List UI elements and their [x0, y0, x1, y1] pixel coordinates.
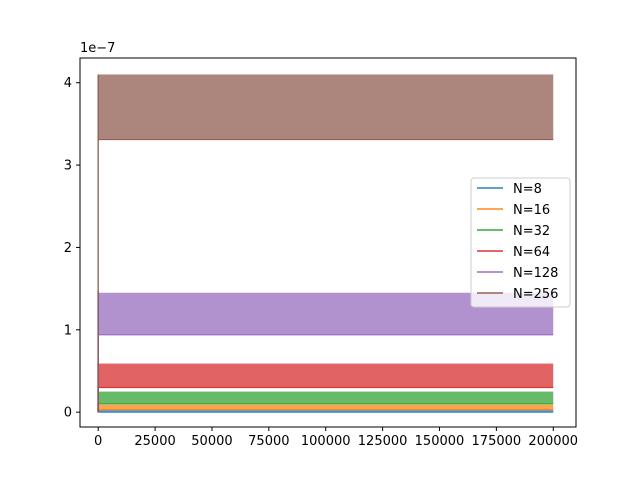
y-tick-label: 3	[64, 159, 72, 174]
x-tick-label: 75000	[248, 434, 289, 449]
legend-label: N=256	[513, 287, 558, 302]
x-tick-label: 200000	[528, 434, 578, 449]
legend-item[interactable]: N=32	[477, 224, 550, 239]
series-band	[98, 363, 554, 388]
legend-item[interactable]: N=64	[477, 245, 550, 260]
legend-item[interactable]: N=16	[477, 203, 550, 218]
legend-label: N=8	[513, 182, 542, 197]
legend-item[interactable]: N=128	[477, 266, 558, 281]
x-tick-label: 50000	[191, 434, 232, 449]
legend-label: N=32	[513, 224, 550, 239]
series-band	[98, 409, 554, 413]
y-axis: 0 1 2 3 4	[64, 76, 80, 421]
x-tick-label: 100000	[301, 434, 351, 449]
legend-label: N=64	[513, 245, 550, 260]
axes-frame	[79, 57, 577, 428]
x-tick-label: 175000	[472, 434, 522, 449]
x-tick-label: 125000	[358, 434, 408, 449]
series-band	[98, 391, 554, 404]
y-tick-label: 0	[64, 406, 72, 421]
x-tick-label: 150000	[415, 434, 465, 449]
legend-item[interactable]: N=256	[477, 287, 558, 302]
legend-label: N=128	[513, 266, 558, 281]
series-n-256	[97, 74, 554, 413]
series-band	[98, 74, 554, 140]
x-axis: 0 25000 50000 75000 100000 125000 150000 175000…	[94, 427, 578, 449]
y-tick-label: 2	[64, 241, 72, 256]
legend[interactable]: N=8 N=16 N=32 N=64 N=128 N=256	[470, 177, 571, 308]
y-tick-label: 1	[64, 323, 72, 338]
legend-label: N=16	[513, 203, 550, 218]
x-tick-label: 0	[94, 434, 102, 449]
x-tick-label: 25000	[134, 434, 175, 449]
y-offset-text: 1e−7	[80, 41, 115, 56]
legend-item[interactable]: N=8	[477, 182, 542, 197]
legend-box	[470, 177, 571, 308]
series-band	[98, 404, 554, 410]
y-tick-label: 4	[64, 76, 72, 91]
series-layer	[97, 74, 554, 413]
